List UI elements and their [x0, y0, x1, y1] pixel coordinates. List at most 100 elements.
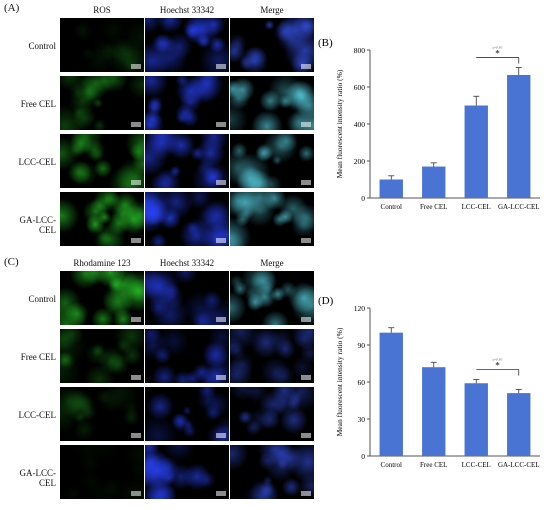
panel-a-micrograph-r2-c2 — [145, 76, 229, 130]
panel-c-micrograph-r1-c3 — [230, 271, 314, 325]
chart-d-y-tick-label: 0 — [361, 452, 365, 461]
panel-a-label: (A) — [4, 2, 20, 14]
scale-bar — [216, 122, 226, 127]
chart-d-y-tick-label: 30 — [358, 415, 366, 424]
chart-d-bar-4 — [507, 393, 531, 456]
chart-b-bar-2 — [422, 166, 446, 198]
chart-b-y-tick-label: 800 — [354, 46, 366, 55]
chart-d-category-label-4: GA-LCC-CEL — [498, 461, 540, 469]
panel-a-micrograph-r4-c1 — [60, 192, 144, 246]
chart-b-y-tick-label: 400 — [354, 120, 366, 129]
scale-bar — [301, 122, 311, 127]
chart-d-y-tick-label: 120 — [354, 304, 366, 313]
scale-bar — [131, 64, 141, 69]
scale-bar — [131, 433, 141, 438]
panel-a-micrograph-r2-c1 — [60, 76, 144, 130]
panel-c-micrograph-r4-c2 — [145, 445, 229, 499]
scale-bar — [216, 433, 226, 438]
chart-b-significance-mark: * — [495, 49, 500, 59]
panel-c-row-1-label: Control — [28, 294, 56, 304]
chart-b-y-tick-label: 200 — [354, 157, 366, 166]
panel-c-row-2-label: Free CEL — [20, 352, 56, 362]
panel-c-row-4-label: GA-LCC-CEL — [19, 468, 57, 488]
panel-a-micrograph-r3-c1 — [60, 134, 144, 188]
scale-bar — [131, 491, 141, 496]
panel-a-micrograph-r2-c3 — [230, 76, 314, 130]
panel-a-row-1-label: Control — [28, 41, 56, 51]
chart-d-bar-2 — [422, 367, 446, 456]
panel-a-row-2-label: Free CEL — [20, 99, 56, 109]
scale-bar — [216, 375, 226, 380]
scale-bar — [131, 317, 141, 322]
chart-d-category-label-2: Free CEL — [420, 461, 447, 469]
chart-b-significance-note: p<0.05 — [493, 46, 503, 50]
panel-a-micrograph-r4-c3 — [230, 192, 314, 246]
scale-bar — [131, 375, 141, 380]
scale-bar — [301, 433, 311, 438]
scale-bar — [301, 238, 311, 243]
panel-c-micrograph-r3-c1 — [60, 387, 144, 441]
chart-b-category-label-3: LCC-CEL — [462, 203, 491, 211]
panel-c-micrograph-r1-c2 — [145, 271, 229, 325]
chart-b-category-label-1: Control — [381, 203, 402, 211]
panel-a-micrograph-r4-c2 — [145, 192, 229, 246]
scale-bar — [216, 238, 226, 243]
panel-a-row-4-label: GA-LCC-CEL — [19, 215, 57, 235]
scale-bar — [131, 238, 141, 243]
chart-d-category-label-1: Control — [381, 461, 402, 469]
chart-b-category-label-4: GA-LCC-CEL — [498, 203, 540, 211]
chart-d-significance-mark: * — [495, 361, 500, 371]
panel-a-micrograph-r1-c1 — [60, 18, 144, 72]
scale-bar — [131, 122, 141, 127]
panel-c-micrograph-r2-c1 — [60, 329, 144, 383]
chart-d-panel-label: (D) — [318, 295, 334, 307]
panel-a-micrograph-r3-c2 — [145, 134, 229, 188]
chart-d-category-label-3: LCC-CEL — [462, 461, 491, 469]
panel-c-micrograph-r4-c1 — [60, 445, 144, 499]
chart-b-bar-3 — [464, 105, 488, 198]
chart-b: (B) 0 200 400 600 800 Mean fluorescent intensi… — [318, 37, 540, 211]
chart-b-y-tick-label: 600 — [354, 83, 366, 92]
chart-b-y-tick-label: 0 — [361, 194, 365, 203]
scale-bar — [216, 64, 226, 69]
scale-bar — [216, 491, 226, 496]
chart-d-bar-1 — [379, 332, 403, 456]
panel-a-micrograph-r3-c3 — [230, 134, 314, 188]
panel-a-row-3-label: LCC-CEL — [18, 157, 57, 167]
panel-c-row-3-label: LCC-CEL — [18, 410, 57, 420]
panel-a-col-1-title: ROS — [93, 5, 111, 15]
panel-c-col-2-title: Hoechst 33342 — [159, 258, 215, 268]
chart-d-y-tick-label: 60 — [358, 378, 366, 387]
panel-c-micrograph-r3-c3 — [230, 387, 314, 441]
chart-d: (D) 0 30 60 90 120 Mean fluorescent intensity … — [318, 295, 540, 469]
chart-b-bar-4 — [507, 74, 531, 198]
panel-a-col-3-title: Merge — [260, 5, 284, 15]
chart-d-significance-note: p<0.05 — [493, 358, 503, 362]
panel-c-micrograph-r2-c3 — [230, 329, 314, 383]
scale-bar — [216, 180, 226, 185]
panel-c-micrograph-r2-c2 — [145, 329, 229, 383]
chart-b-y-axis-label: Mean fluorescent intensity ratio (%) — [335, 69, 344, 178]
panel-c-label: (C) — [4, 256, 19, 268]
scale-bar — [131, 180, 141, 185]
panel-c-micrograph-r1-c1 — [60, 271, 144, 325]
panel-c-col-1-title: Rhodamine 123 — [73, 258, 131, 268]
scale-bar — [301, 491, 311, 496]
scale-bar — [301, 317, 311, 322]
panel-a-micrograph-r1-c2 — [145, 18, 229, 72]
chart-b-category-label-2: Free CEL — [420, 203, 447, 211]
panel-c-micrograph-r4-c3 — [230, 445, 314, 499]
scale-bar — [301, 375, 311, 380]
panel-c-micrograph-r3-c2 — [145, 387, 229, 441]
panel-a-micrograph-r1-c3 — [230, 18, 314, 72]
chart-b-panel-label: (B) — [318, 37, 333, 49]
chart-d-y-tick-label: 90 — [358, 341, 366, 350]
panel-a-col-2-title: Hoechst 33342 — [159, 5, 215, 15]
chart-d-y-axis-label: Mean fluorescent intensity ratio (%) — [335, 327, 344, 436]
scale-bar — [216, 317, 226, 322]
chart-b-bar-1 — [379, 179, 403, 198]
panel-c-col-3-title: Merge — [260, 258, 284, 268]
chart-d-bar-3 — [464, 383, 488, 456]
scale-bar — [301, 64, 311, 69]
scale-bar — [301, 180, 311, 185]
